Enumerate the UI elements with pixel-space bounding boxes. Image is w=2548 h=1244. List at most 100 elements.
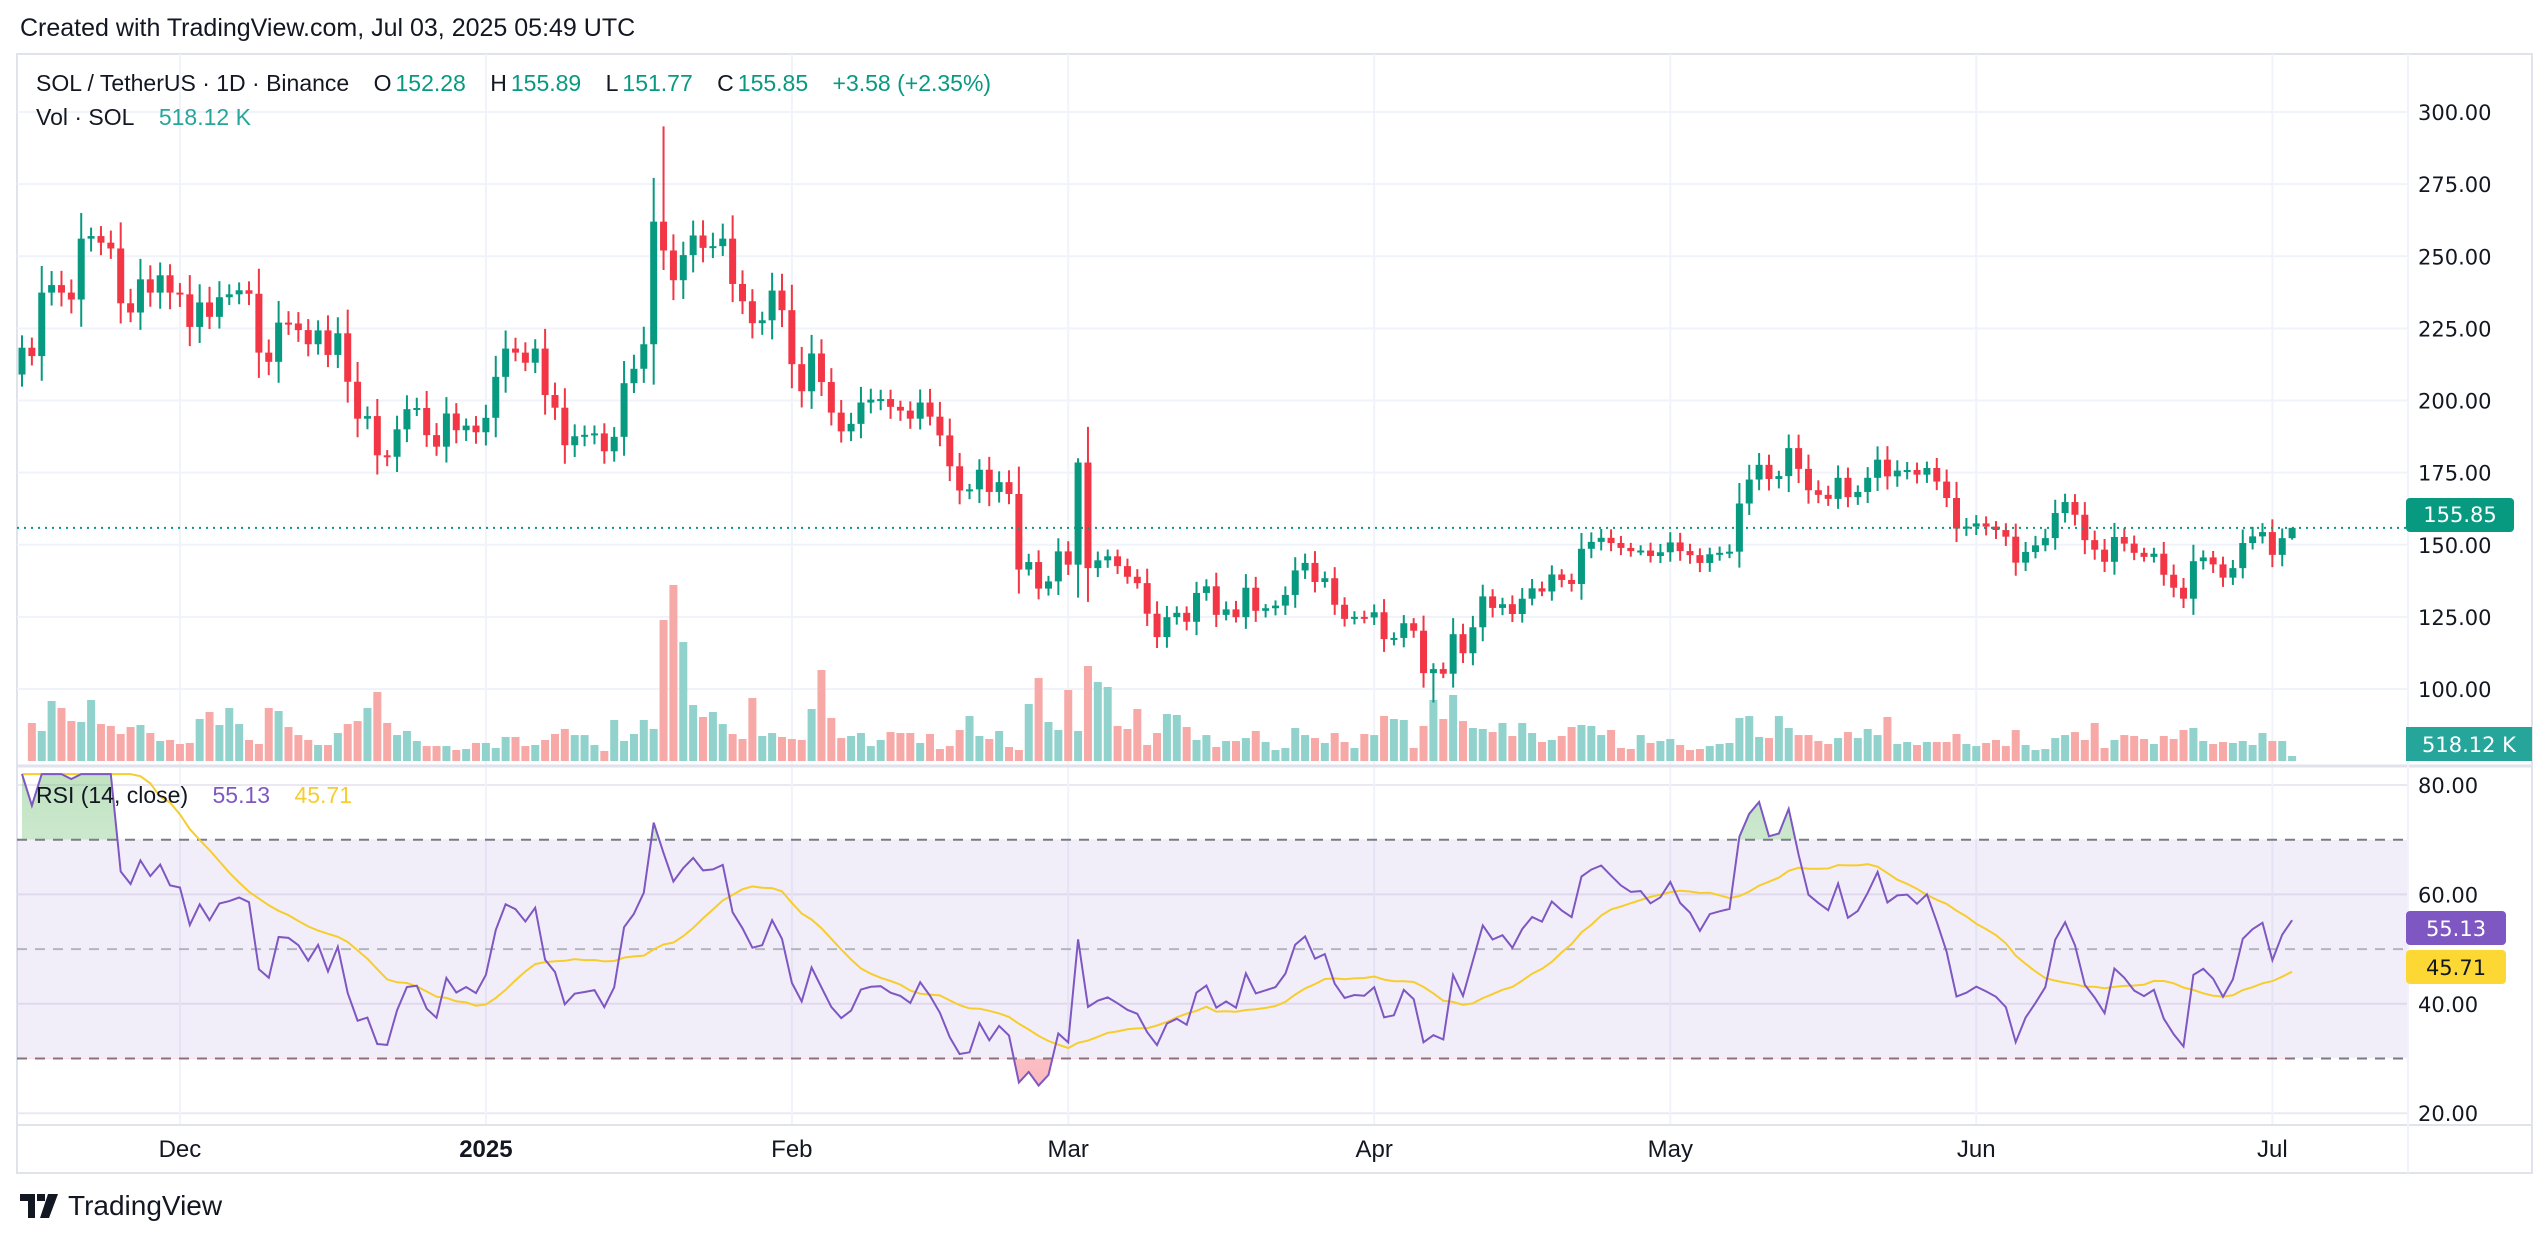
candle[interactable] (2061, 493, 2069, 523)
candle[interactable] (1331, 567, 1339, 615)
candle[interactable] (472, 416, 480, 444)
candle[interactable] (2002, 523, 2010, 546)
candle[interactable] (1410, 618, 1418, 638)
volume-title[interactable]: Vol · SOL (36, 104, 135, 130)
candle[interactable] (1933, 457, 1941, 491)
candle[interactable] (1025, 553, 1033, 576)
candle[interactable] (729, 215, 737, 303)
candle[interactable] (284, 311, 292, 335)
candle[interactable] (2209, 551, 2217, 573)
candle[interactable] (699, 220, 707, 263)
candle[interactable] (206, 286, 214, 329)
candle[interactable] (1321, 571, 1329, 588)
candle[interactable] (1222, 601, 1230, 621)
candle[interactable] (1133, 569, 1141, 589)
candle[interactable] (541, 328, 549, 415)
candle[interactable] (1291, 557, 1299, 608)
candle[interactable] (265, 339, 273, 376)
candle[interactable] (660, 126, 668, 271)
candle[interactable] (1508, 595, 1516, 623)
candle[interactable] (788, 284, 796, 389)
candle[interactable] (1350, 611, 1358, 625)
candle[interactable] (492, 355, 500, 438)
candle[interactable] (2229, 559, 2237, 585)
candle[interactable] (363, 406, 371, 430)
candle[interactable] (1420, 615, 1428, 688)
candle[interactable] (1795, 434, 1803, 484)
candle[interactable] (18, 335, 26, 387)
candle[interactable] (1568, 573, 1576, 592)
candle[interactable] (28, 337, 36, 366)
candle[interactable] (393, 415, 401, 472)
candle[interactable] (887, 389, 895, 419)
candle[interactable] (650, 177, 658, 385)
candle[interactable] (2189, 544, 2197, 615)
candle[interactable] (1548, 565, 1556, 601)
candle[interactable] (1202, 579, 1210, 601)
candle[interactable] (571, 424, 579, 458)
candle[interactable] (166, 264, 174, 310)
candle[interactable] (1311, 551, 1319, 593)
candle[interactable] (561, 388, 569, 464)
candle[interactable] (1597, 528, 1605, 551)
candle[interactable] (1943, 469, 1951, 508)
candle[interactable] (709, 232, 717, 259)
candle[interactable] (235, 282, 243, 305)
candle[interactable] (1242, 574, 1250, 629)
candle[interactable] (1173, 606, 1181, 625)
candle[interactable] (2091, 530, 2099, 560)
candle[interactable] (462, 418, 470, 441)
candle[interactable] (413, 397, 421, 417)
candle[interactable] (1587, 532, 1595, 559)
candle[interactable] (1271, 600, 1279, 616)
candle[interactable] (2219, 556, 2227, 587)
candle[interactable] (2022, 541, 2030, 571)
candle[interactable] (1814, 480, 1822, 504)
candle[interactable] (1854, 485, 1862, 505)
candle[interactable] (2160, 541, 2168, 586)
candle[interactable] (1824, 485, 1832, 506)
candle[interactable] (245, 281, 253, 306)
candle[interactable] (1094, 551, 1102, 578)
candle[interactable] (1232, 600, 1240, 623)
candle[interactable] (2278, 528, 2286, 567)
candle[interactable] (1114, 549, 1122, 575)
candle[interactable] (877, 389, 885, 411)
candle[interactable] (1666, 532, 1674, 562)
candle[interactable] (719, 223, 727, 256)
candle[interactable] (956, 452, 964, 505)
candle[interactable] (1193, 581, 1201, 636)
volume-legend[interactable]: Vol · SOL 518.12 K (36, 104, 255, 131)
candle[interactable] (2199, 550, 2207, 570)
candle[interactable] (581, 425, 589, 447)
tradingview-logo[interactable]: TradingView (20, 1190, 222, 1222)
candle[interactable] (403, 395, 411, 443)
candle[interactable] (107, 230, 115, 259)
candle[interactable] (156, 262, 164, 309)
candle[interactable] (2110, 522, 2118, 575)
candle[interactable] (521, 342, 529, 372)
candle[interactable] (1143, 568, 1151, 626)
candle[interactable] (975, 459, 983, 504)
candle[interactable] (314, 320, 322, 355)
candle[interactable] (304, 319, 312, 357)
candle[interactable] (512, 337, 519, 362)
candle[interactable] (679, 241, 687, 299)
candle[interactable] (373, 398, 381, 475)
candle[interactable] (1834, 465, 1842, 509)
candle[interactable] (1281, 586, 1289, 615)
candle[interactable] (2101, 538, 2109, 573)
symbol-title[interactable]: SOL / TetherUS · 1D · Binance (36, 70, 350, 96)
candle[interactable] (906, 401, 914, 429)
candle[interactable] (620, 360, 628, 456)
candle[interactable] (669, 234, 677, 301)
candle[interactable] (275, 301, 283, 383)
candle[interactable] (1518, 588, 1526, 623)
candle[interactable] (1972, 515, 1980, 535)
candle[interactable] (2081, 502, 2089, 555)
candle[interactable] (196, 284, 204, 343)
candle[interactable] (1252, 576, 1260, 622)
candle[interactable] (77, 213, 85, 327)
candle[interactable] (827, 368, 835, 426)
